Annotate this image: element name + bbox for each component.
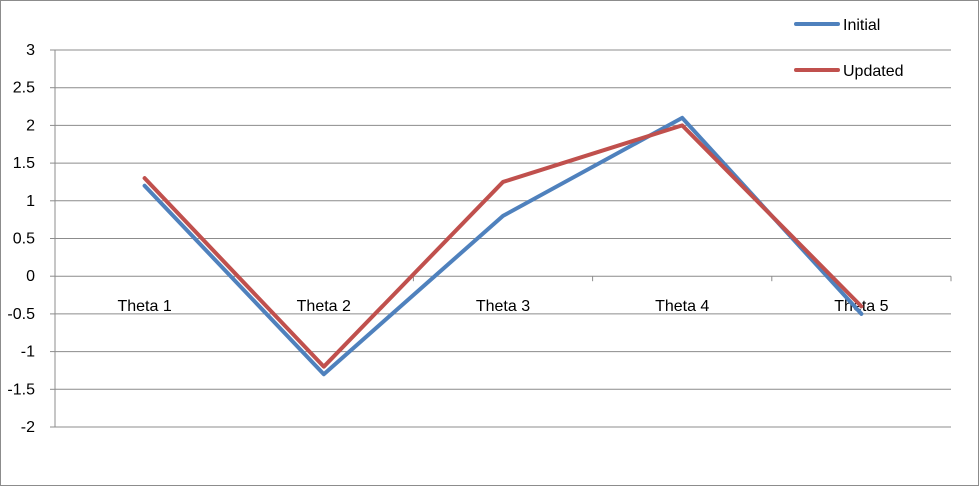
y-tick-label: 1 (26, 193, 35, 210)
series-line-initial (142, 115, 864, 377)
category-axis: Theta 1 Theta 2 Theta 3 Theta 4 Theta 5 (54, 275, 952, 315)
y-tick-label: 2 (26, 117, 35, 134)
gridlines (50, 49, 951, 428)
category-label: Theta 2 (297, 298, 351, 315)
y-tick-label: -1 (21, 344, 35, 361)
y-tick-label: 0 (26, 268, 35, 285)
y-tick-label: -1.5 (7, 381, 35, 398)
y-tick-label: -2 (21, 419, 35, 436)
y-tick-label: 2.5 (13, 80, 35, 97)
y-tick-label: -0.5 (7, 306, 35, 323)
y-tick-label: 3 (26, 42, 35, 59)
y-axis-tick-labels: 3 2.5 2 1.5 1 0.5 0 -0.5 -1 -1.5 -2 (7, 42, 35, 436)
series-line-updated (142, 123, 864, 369)
legend-label-initial: Initial (843, 17, 880, 34)
category-label: Theta 1 (117, 298, 171, 315)
legend-label-updated: Updated (843, 63, 904, 80)
legend: Initial Updated (794, 17, 904, 80)
category-label: Theta 3 (476, 298, 530, 315)
category-label: Theta 4 (655, 298, 709, 315)
y-tick-label: 0.5 (13, 231, 35, 248)
y-tick-label: 1.5 (13, 155, 35, 172)
series-lines (142, 115, 864, 377)
